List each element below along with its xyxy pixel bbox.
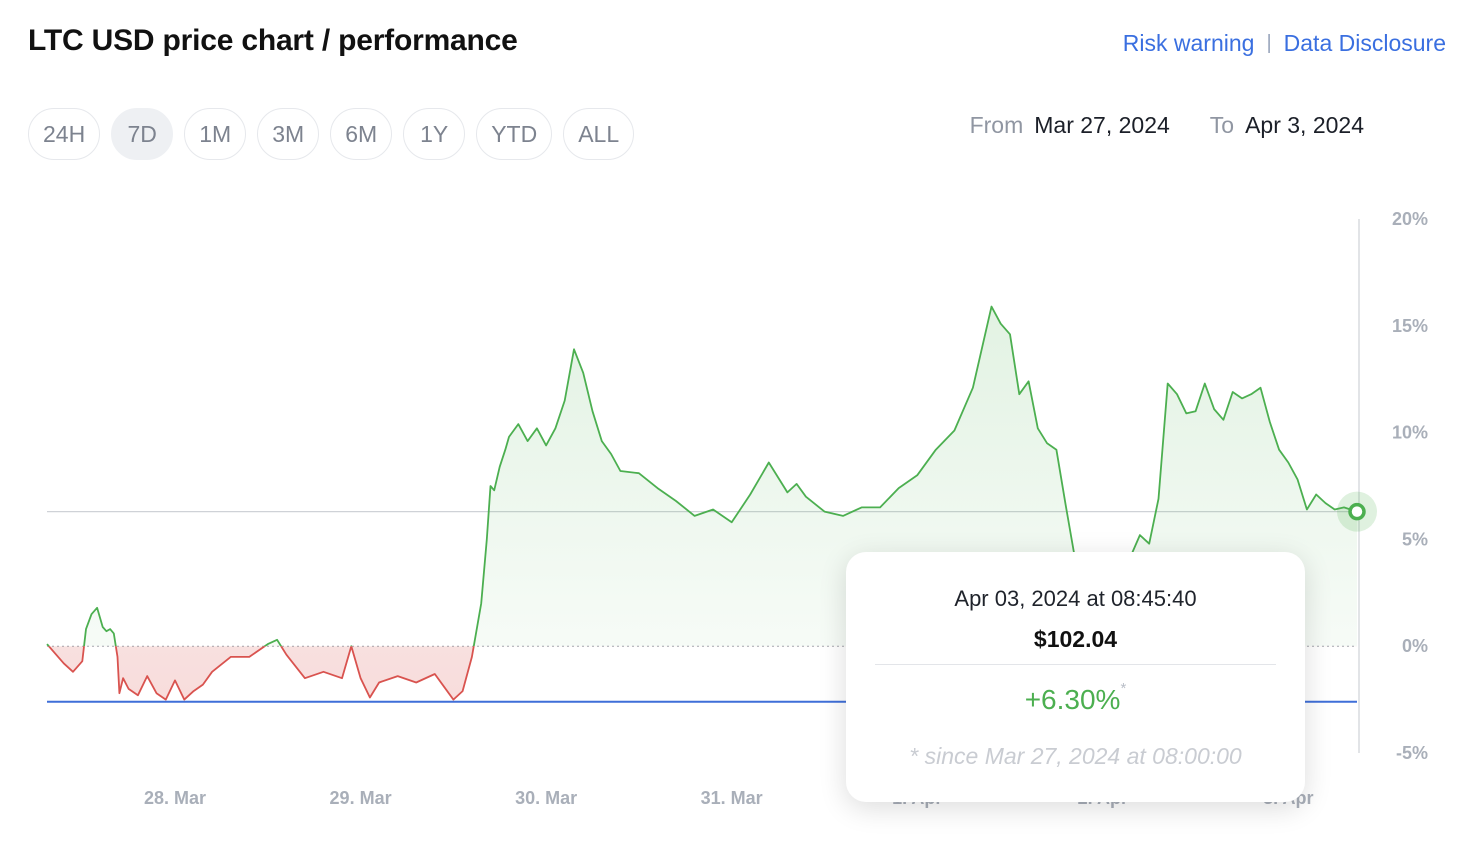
range-button-all[interactable]: ALL [563,108,635,160]
range-selector: 24H 7D 1M 3M 6M 1Y YTD ALL [28,108,635,160]
data-disclosure-link[interactable]: Data Disclosure [1283,30,1446,56]
range-button-3m[interactable]: 3M [257,108,320,160]
range-button-ytd[interactable]: YTD [476,108,553,160]
tooltip-change-mark: * [1120,680,1127,697]
range-button-1m[interactable]: 1M [184,108,247,160]
from-label: From [969,112,1024,138]
link-separator: | [1266,32,1272,54]
to-date[interactable]: Apr 3, 2024 [1245,112,1364,138]
tooltip-change-value: +6.30% [1024,684,1121,715]
y-tick-label: 5% [1402,529,1428,549]
negative-area [48,646,474,700]
tooltip-datetime: Apr 03, 2024 at 08:45:40 [954,586,1197,611]
x-tick-label: 30. Mar [515,788,577,808]
to-label: To [1209,112,1235,138]
x-tick-label: 28. Mar [144,788,206,808]
tooltip-price: $102.04 [1033,626,1118,652]
y-tick-label: 10% [1392,423,1428,443]
y-tick-label: 20% [1392,209,1428,229]
x-tick-label: 31. Mar [701,788,763,808]
header-links: Risk warning | Data Disclosure [1123,30,1446,57]
tooltip-since: * since Mar 27, 2024 at 08:00:00 [909,743,1242,769]
range-button-1y[interactable]: 1Y [403,108,466,160]
x-tick-label: 29. Mar [330,788,392,808]
page-title: LTC USD price chart / performance [28,24,518,57]
risk-warning-link[interactable]: Risk warning [1122,30,1255,56]
current-point-marker [1348,502,1366,521]
price-line-negative [47,646,475,701]
y-tick-label: 0% [1402,636,1428,656]
y-tick-label: 15% [1392,316,1428,336]
y-tick-label: -5% [1396,743,1428,763]
tooltip-divider [875,664,1276,665]
date-range: From Mar 27, 2024 To Apr 3, 2024 [970,112,1364,139]
from-date[interactable]: Mar 27, 2024 [1034,112,1170,138]
range-button-24h[interactable]: 24H [28,108,101,160]
tooltip-change: +6.30%* [846,680,1305,716]
range-button-7d[interactable]: 7D [111,108,174,160]
range-button-6m[interactable]: 6M [330,108,393,160]
price-line-positive [46,305,1358,647]
price-tooltip: Apr 03, 2024 at 08:45:40 $102.04 +6.30%*… [846,552,1305,802]
